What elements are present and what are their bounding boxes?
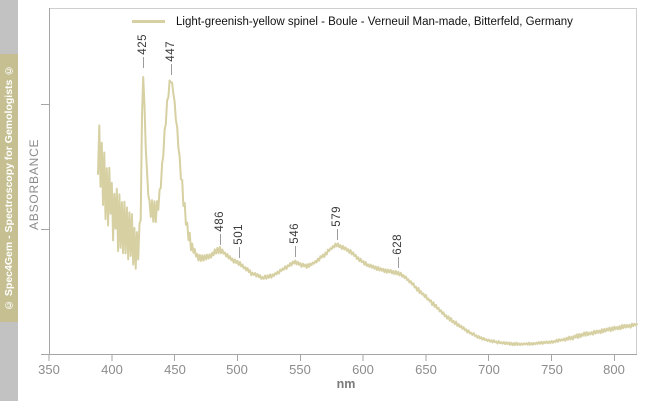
legend-label: Light-greenish-yellow spinel - Boule - V… [176, 15, 573, 28]
peak-tick [171, 64, 172, 75]
legend-line-swatch [132, 20, 165, 23]
peak-tick [239, 247, 240, 258]
x-tick-label: 750 [541, 362, 563, 377]
x-tick-label: 550 [289, 362, 311, 377]
peak-tick [398, 257, 399, 268]
watermark-strip: © Spec4Gem - Spectroscopy for Gemologist… [0, 0, 18, 401]
legend: Light-greenish-yellow spinel - Boule - V… [132, 13, 573, 30]
peak-label: 425 [137, 34, 149, 55]
peak-label: 628 [392, 234, 404, 255]
peak-label: 447 [165, 41, 177, 62]
x-tick-label: 350 [38, 362, 60, 377]
peak-tick [337, 229, 338, 240]
x-tick-label: 450 [164, 362, 186, 377]
x-tick-label: 650 [415, 362, 437, 377]
x-tick-label: 800 [603, 362, 625, 377]
peak-tick [220, 234, 221, 245]
peak-label: 501 [233, 224, 245, 245]
x-tick-label: 700 [478, 362, 500, 377]
x-tick-label: 600 [352, 362, 374, 377]
peak-label: 579 [331, 206, 343, 227]
peak-tick [295, 246, 296, 257]
y-axis-label: ABSORBANCE [27, 138, 41, 230]
x-tick-label: 400 [101, 362, 123, 377]
peak-label: 546 [289, 223, 301, 244]
x-tick-label: 500 [226, 362, 248, 377]
peak-label: 486 [214, 211, 226, 232]
peak-tick [143, 57, 144, 68]
x-axis-label: nm [336, 377, 356, 391]
